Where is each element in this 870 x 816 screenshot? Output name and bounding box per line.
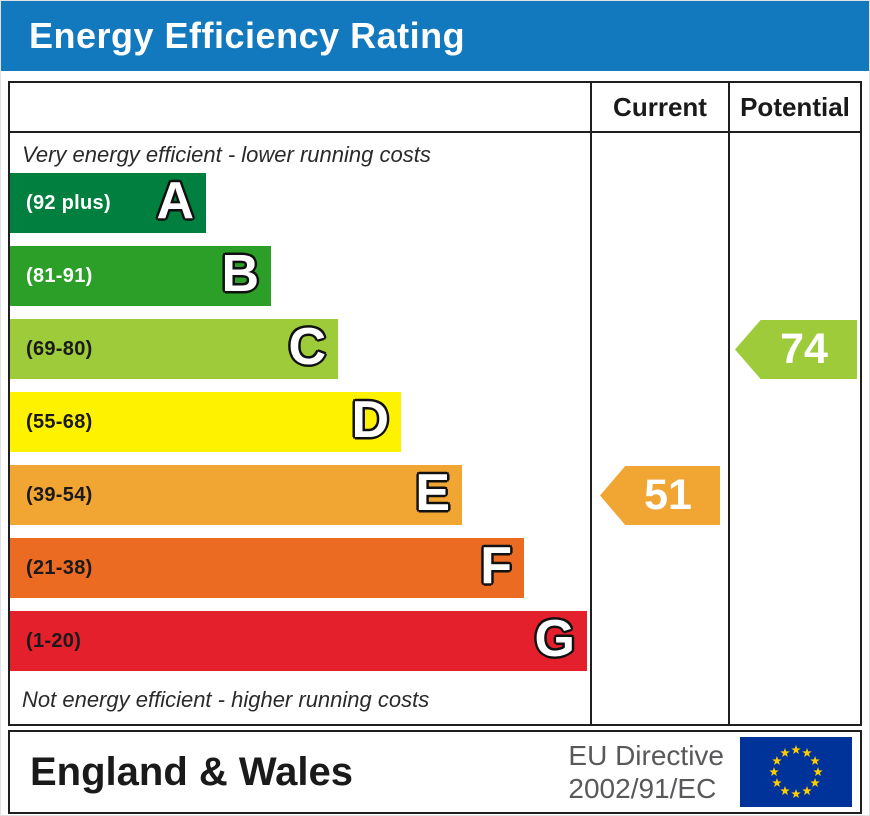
page-title: Energy Efficiency Rating — [1, 1, 869, 71]
current-column: 51 — [590, 133, 728, 724]
band-f: (21-38) F — [10, 538, 524, 598]
top-scale-note: Very energy efficient - lower running co… — [22, 142, 431, 167]
band-range-label: (39-54) — [26, 483, 93, 506]
current-rating-value: 51 — [644, 471, 692, 519]
band-letter: A — [156, 171, 194, 230]
band-range-label: (1-20) — [26, 629, 82, 652]
current-column-header: Current — [590, 83, 728, 131]
band-e: (39-54) E — [10, 465, 462, 525]
band-letter: G — [534, 609, 575, 668]
eu-flag-icon — [740, 737, 852, 807]
table-header-row: Current Potential — [10, 83, 860, 133]
potential-column-header: Potential — [728, 83, 860, 131]
band-b: (81-91) B — [10, 246, 271, 306]
potential-column: 74 — [728, 133, 860, 724]
energy-rating-table: Current Potential Very energy efficient … — [8, 81, 862, 726]
potential-rating-pointer: 74 — [735, 320, 857, 379]
band-letter: D — [351, 390, 389, 449]
bottom-scale-note: Not energy efficient - higher running co… — [22, 687, 430, 712]
table-body: Very energy efficient - lower running co… — [10, 133, 860, 724]
band-range-label: (81-91) — [26, 264, 93, 287]
band-g: (1-20) G — [10, 611, 587, 671]
band-c: (69-80) C — [10, 319, 338, 379]
potential-rating-value: 74 — [780, 325, 828, 373]
band-d: (55-68) D — [10, 392, 401, 452]
footer-bar: England & Wales EU Directive 2002/91/EC — [8, 730, 862, 814]
bands: (92 plus) A (81-91) B (69-80) C (55-68) D (39-54… — [10, 173, 587, 684]
region-label: England & Wales — [30, 749, 354, 794]
band-range-label: (55-68) — [26, 410, 93, 433]
eu-directive-label: EU Directive 2002/91/EC — [568, 739, 724, 805]
bands-column: Very energy efficient - lower running co… — [10, 133, 590, 724]
band-range-label: (21-38) — [26, 556, 93, 579]
eu-directive-line1: EU Directive — [568, 739, 724, 771]
band-letter: E — [415, 463, 450, 522]
band-range-label: (69-80) — [26, 337, 93, 360]
band-range-label: (92 plus) — [26, 191, 111, 214]
eu-directive-line2: 2002/91/EC — [568, 773, 717, 804]
band-letter: B — [221, 244, 259, 303]
current-rating-pointer: 51 — [600, 466, 720, 525]
header-bands-spacer — [10, 83, 590, 131]
band-letter: C — [288, 317, 326, 376]
band-a: (92 plus) A — [10, 173, 206, 233]
band-letter: F — [480, 536, 512, 595]
